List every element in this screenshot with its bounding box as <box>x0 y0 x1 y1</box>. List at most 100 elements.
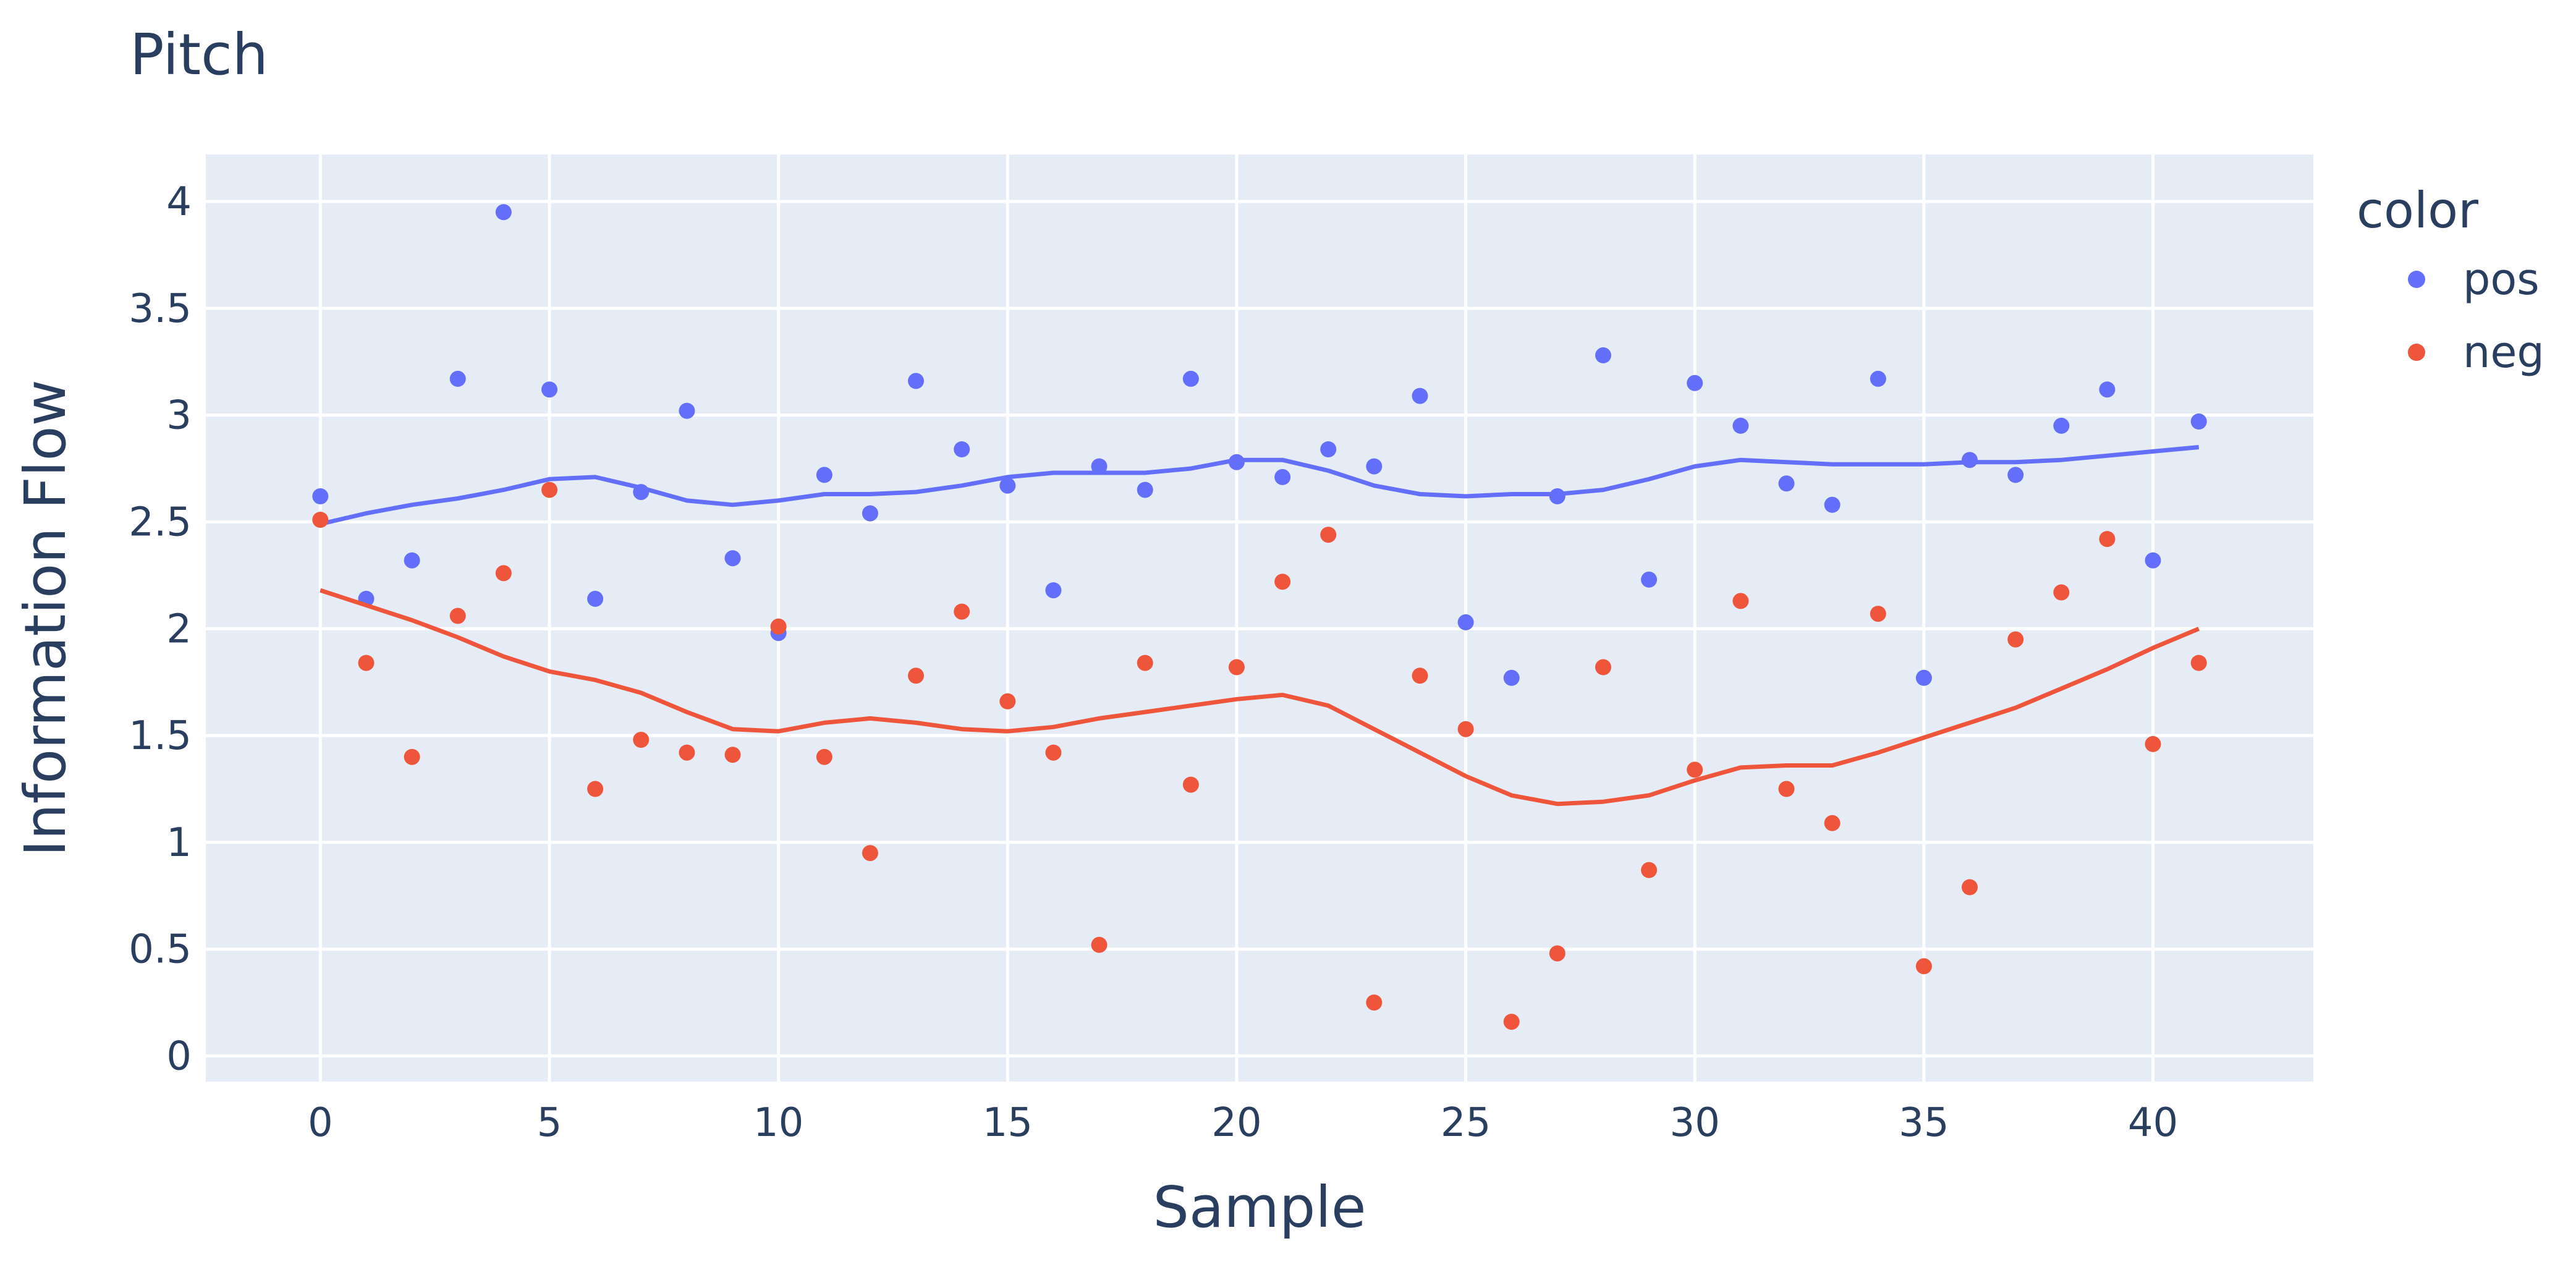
data-point-neg <box>541 481 557 498</box>
data-point-pos <box>908 373 924 389</box>
data-point-neg <box>2099 531 2116 548</box>
x-tick-label: 20 <box>1211 1100 1261 1146</box>
data-point-pos <box>1778 475 1795 492</box>
data-point-neg <box>770 618 787 635</box>
legend-title: color <box>2357 182 2478 239</box>
legend-marker-pos <box>2408 271 2425 288</box>
x-tick-label: 35 <box>1899 1100 1949 1146</box>
x-tick-label: 15 <box>983 1100 1033 1146</box>
data-point-neg <box>724 747 741 763</box>
data-point-neg <box>2190 655 2207 671</box>
data-point-neg <box>816 748 833 765</box>
data-point-neg <box>1915 958 1932 975</box>
data-point-neg <box>999 693 1016 710</box>
legend: color pos neg <box>2357 182 2544 378</box>
data-point-neg <box>1503 1014 1520 1030</box>
data-point-neg <box>1228 659 1245 676</box>
data-point-pos <box>1687 375 1703 391</box>
y-tick-label: 0.5 <box>129 927 192 973</box>
data-point-neg <box>495 565 512 582</box>
data-point-pos <box>449 370 466 387</box>
data-point-pos <box>1457 614 1474 630</box>
y-tick-label: 0 <box>166 1034 192 1080</box>
y-tick-label: 3.5 <box>129 286 192 332</box>
data-point-pos <box>1366 458 1383 475</box>
data-point-pos <box>1091 458 1108 475</box>
y-tick-label: 1 <box>166 820 192 866</box>
data-point-neg <box>2053 584 2070 601</box>
legend-label-neg: neg <box>2463 327 2544 378</box>
plot-background <box>206 155 2313 1082</box>
trend-line-pos <box>320 445 2200 527</box>
data-point-pos <box>1915 669 1932 686</box>
x-tick-label: 25 <box>1441 1100 1491 1146</box>
y-tick-label: 2 <box>166 606 192 652</box>
data-point-neg <box>1595 659 1611 676</box>
data-point-pos <box>1320 441 1337 457</box>
x-tick-label: 40 <box>2128 1100 2178 1146</box>
legend-items: pos neg <box>2408 254 2544 378</box>
data-point-neg <box>1412 667 1428 684</box>
data-point-pos <box>2053 417 2070 434</box>
data-point-neg <box>1549 945 1566 962</box>
data-point-pos <box>816 467 833 483</box>
data-point-neg <box>1641 862 1658 878</box>
data-point-neg <box>2007 631 2024 648</box>
x-tick-label: 10 <box>753 1100 803 1146</box>
data-point-pos <box>2145 552 2161 569</box>
data-point-pos <box>999 477 1016 494</box>
data-point-pos <box>312 488 329 504</box>
data-point-neg <box>1870 606 1886 622</box>
data-point-pos <box>1412 388 1428 404</box>
data-point-neg <box>1457 721 1474 737</box>
y-tick-label: 2.5 <box>129 499 192 545</box>
x-tick-label: 30 <box>1670 1100 1720 1146</box>
data-point-neg <box>2145 735 2161 752</box>
data-point-pos <box>1824 496 1841 513</box>
data-point-pos <box>1549 488 1566 504</box>
data-point-neg <box>862 845 878 862</box>
data-point-pos <box>724 550 741 567</box>
data-point-pos <box>1045 582 1062 599</box>
data-point-neg <box>1732 593 1749 609</box>
data-point-pos <box>862 505 878 522</box>
chart-title: Pitch <box>130 22 268 88</box>
data-point-pos <box>633 484 650 501</box>
data-point-neg <box>1778 781 1795 797</box>
data-point-neg <box>679 744 695 761</box>
data-point-pos <box>1732 417 1749 434</box>
y-tick-label: 4 <box>166 179 192 225</box>
data-point-neg <box>1137 655 1153 671</box>
data-point-neg <box>1320 527 1337 543</box>
data-point-pos <box>1182 370 1199 387</box>
data-point-pos <box>541 381 557 398</box>
data-point-neg <box>1045 744 1062 761</box>
data-point-neg <box>449 608 466 624</box>
data-point-neg <box>358 655 375 671</box>
data-point-pos <box>1137 481 1153 498</box>
legend-marker-neg <box>2408 344 2425 361</box>
data-point-pos <box>1641 571 1658 588</box>
data-point-neg <box>1687 761 1703 778</box>
data-point-neg <box>633 732 650 748</box>
data-point-neg <box>1091 936 1108 953</box>
data-point-pos <box>1503 669 1520 686</box>
y-tick-label: 1.5 <box>129 713 192 759</box>
trend-line-neg <box>320 588 2200 807</box>
data-point-pos <box>1595 347 1611 363</box>
data-point-neg <box>404 748 420 765</box>
data-point-pos <box>495 204 512 221</box>
y-axis-title: Information Flow <box>12 379 78 857</box>
data-point-pos <box>1962 452 1978 468</box>
data-point-pos <box>587 590 604 607</box>
data-point-neg <box>1962 879 1978 896</box>
data-point-pos <box>679 402 695 419</box>
data-point-pos <box>1228 454 1245 470</box>
y-tick-label: 3 <box>166 393 192 439</box>
data-point-neg <box>312 512 329 528</box>
data-point-pos <box>404 552 420 569</box>
series-pos <box>312 204 2207 686</box>
data-point-neg <box>1274 574 1291 590</box>
x-tick-label: 5 <box>537 1100 562 1146</box>
x-axis-title: Sample <box>1153 1174 1366 1240</box>
